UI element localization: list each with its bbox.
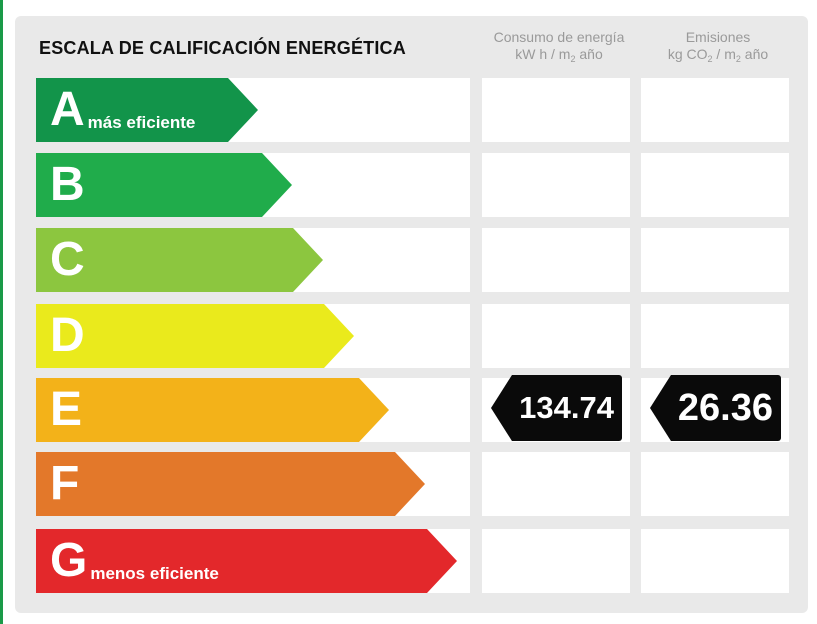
emisiones-cell-b <box>641 153 789 217</box>
consumo-cell-f <box>482 452 630 516</box>
emisiones-column-header: Emisiones kg CO2 / m2 año <box>643 29 793 68</box>
emisiones-units-post: año <box>740 46 769 62</box>
scale-row-b: B <box>36 153 470 217</box>
consumo-cell-c <box>482 228 630 292</box>
emisiones-header-units: kg CO2 / m2 año <box>643 46 793 68</box>
emisiones-cell-d <box>641 304 789 368</box>
left-accent-line <box>0 0 3 624</box>
emisiones-units-sub2: 2 <box>735 54 741 64</box>
emisiones-units-sub: 2 <box>707 54 713 64</box>
rating-arrow-c: C <box>36 228 323 292</box>
scale-row-e: E <box>36 378 470 442</box>
rating-letter: E <box>50 383 83 436</box>
consumo-units-text: kW h / m <box>515 46 571 62</box>
rating-caption: más eficiente <box>87 113 196 132</box>
emisiones-header-line1: Emisiones <box>685 29 751 45</box>
rating-letter: F <box>50 457 80 510</box>
emisiones-units-mid: / m <box>712 46 736 62</box>
emisiones-cell-c <box>641 228 789 292</box>
consumo-cell-b <box>482 153 630 217</box>
label-title: ESCALA DE CALIFICACIÓN ENERGÉTICA <box>39 38 406 58</box>
rating-letter: C <box>50 233 85 286</box>
consumo-header-units: kW h / m2 año <box>484 46 634 68</box>
consumo-units-sub: 2 <box>570 54 576 64</box>
rating-letter: B <box>50 158 85 211</box>
scale-row-c: C <box>36 228 470 292</box>
rating-arrow-e: E <box>36 378 389 442</box>
consumo-value-badge: 134.74 <box>491 375 622 441</box>
rating-arrow-b: B <box>36 153 292 217</box>
consumo-units-post: año <box>575 46 603 62</box>
consumo-header-line1: Consumo de energía <box>493 29 625 45</box>
rating-caption: menos eficiente <box>90 564 219 583</box>
rating-arrow-d: D <box>36 304 354 368</box>
consumo-cell-g <box>482 529 630 593</box>
energy-label-panel: ESCALA DE CALIFICACIÓN ENERGÉTICA Consum… <box>15 16 808 613</box>
scale-row-d: D <box>36 304 470 368</box>
consumo-column-header: Consumo de energía kW h / m2 año <box>484 29 634 68</box>
consumo-cell-a <box>482 78 630 142</box>
rating-letter: G <box>50 534 88 587</box>
emisiones-cell-g <box>641 529 789 593</box>
rating-arrow-f: F <box>36 452 425 516</box>
rating-letter: A <box>50 83 85 136</box>
emisiones-units-text: kg CO <box>667 46 708 62</box>
rating-letter: D <box>50 309 85 362</box>
emisiones-cell-a <box>641 78 789 142</box>
emisiones-cell-f <box>641 452 789 516</box>
scale-row-f: F <box>36 452 470 516</box>
consumo-cell-d <box>482 304 630 368</box>
emisiones-value-badge: 26.36 <box>650 375 781 441</box>
